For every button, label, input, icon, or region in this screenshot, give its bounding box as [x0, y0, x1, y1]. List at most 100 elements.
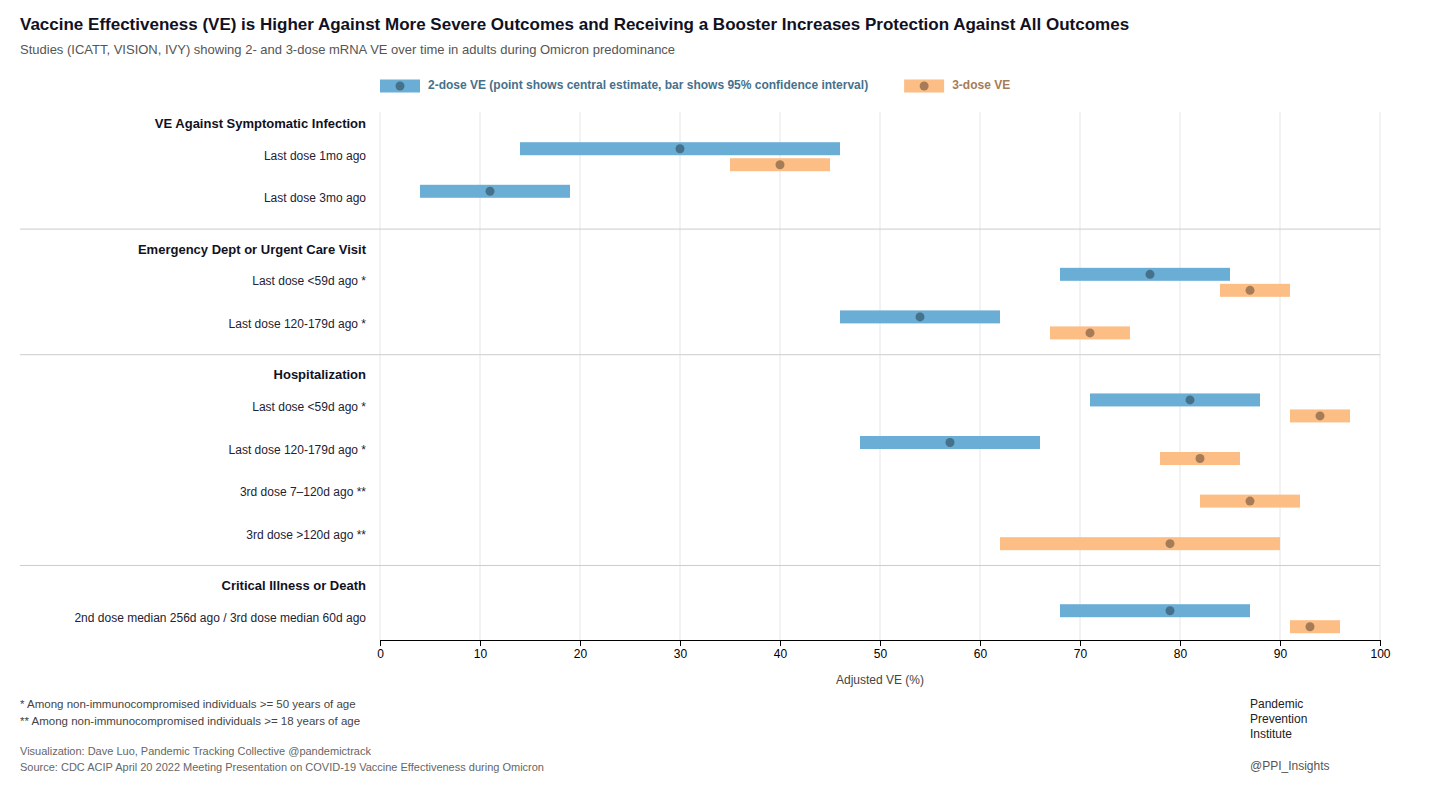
- grid-line: [980, 112, 981, 640]
- row-label: Last dose 3mo ago: [264, 191, 366, 205]
- grid-line: [680, 112, 681, 640]
- x-tick-mark: [980, 640, 981, 646]
- row-label: Last dose 120-179d ago *: [229, 443, 367, 457]
- row-label: Last dose <59d ago *: [252, 274, 366, 288]
- x-tick-mark: [780, 640, 781, 646]
- grid-line: [880, 112, 881, 640]
- x-tick-mark: [1280, 640, 1281, 646]
- interval-bar: [730, 158, 830, 171]
- row-label: Last dose <59d ago *: [252, 400, 366, 414]
- legend-item: 3-dose VE: [904, 78, 1010, 92]
- legend: 2-dose VE (point shows central estimate,…: [380, 78, 1010, 92]
- central-estimate: [1166, 539, 1175, 548]
- section-divider: [20, 565, 1380, 566]
- x-tick-label: 30: [674, 647, 688, 661]
- interval-bar: [1060, 268, 1230, 281]
- source: Visualization: Dave Luo, Pandemic Tracki…: [20, 745, 371, 757]
- x-tick-mark: [880, 640, 881, 646]
- interval-bar: [420, 185, 570, 198]
- x-tick-label: 10: [474, 647, 488, 661]
- x-tick-mark: [680, 640, 681, 646]
- central-estimate: [676, 144, 685, 153]
- grid-line: [1380, 112, 1381, 640]
- interval-bar: [1160, 452, 1240, 465]
- interval-bar: [860, 436, 1040, 449]
- x-tick-label: 60: [974, 647, 988, 661]
- central-estimate: [1146, 270, 1155, 279]
- x-tick-label: 70: [1074, 647, 1088, 661]
- labels: VE Against Symptomatic Infection Emergenc…: [74, 116, 366, 625]
- chart: Vaccine Effectiveness (VE) is Higher Aga…: [0, 0, 1440, 793]
- x-tick: 50: [874, 640, 888, 661]
- title: Vaccine Effectiveness (VE) is Higher Aga…: [20, 15, 1129, 34]
- grid-line: [1180, 112, 1181, 640]
- x-tick-label: 40: [774, 647, 788, 661]
- section-divider: [20, 229, 1380, 230]
- section-title: VE Against Symptomatic Infection: [155, 116, 366, 131]
- x-tick: 90: [1274, 640, 1288, 661]
- row-label: Last dose 1mo ago: [264, 149, 366, 163]
- interval-bar: [840, 310, 1000, 323]
- x-tick: 80: [1174, 640, 1188, 661]
- central-estimate: [1306, 622, 1315, 631]
- x-tick-label: 50: [874, 647, 888, 661]
- credit: Pandemic: [1250, 697, 1303, 711]
- marks: [420, 142, 1350, 633]
- row-label: 3rd dose 7–120d ago **: [240, 485, 366, 499]
- credit: Institute: [1250, 727, 1292, 741]
- legend-swatch-dot: [920, 82, 929, 91]
- central-estimate: [776, 160, 785, 169]
- x-tick-mark: [1380, 640, 1381, 646]
- x-tick-mark: [580, 640, 581, 646]
- interval-bar: [1200, 495, 1300, 508]
- section-title: Critical Illness or Death: [222, 578, 367, 593]
- footnote: ** Among non-immunocompromised individua…: [20, 715, 360, 727]
- x-tick-mark: [380, 640, 381, 646]
- row-label: 2nd dose median 256d ago / 3rd dose medi…: [74, 611, 366, 625]
- interval-bar: [1060, 604, 1250, 617]
- x-tick-label: 100: [1370, 647, 1390, 661]
- source: Source: CDC ACIP April 20 2022 Meeting P…: [20, 761, 544, 773]
- grid-line: [580, 112, 581, 640]
- central-estimate: [1246, 286, 1255, 295]
- interval-bar: [520, 142, 840, 155]
- footnote: * Among non-immunocompromised individual…: [20, 698, 356, 710]
- interval-bar: [1050, 326, 1130, 339]
- interval-bar: [1090, 393, 1260, 406]
- central-estimate: [1186, 395, 1195, 404]
- grid-line: [1080, 112, 1081, 640]
- legend-label: 3-dose VE: [952, 78, 1010, 92]
- series: [730, 158, 1350, 633]
- subtitle: Studies (ICATT, VISION, IVY) showing 2- …: [20, 42, 675, 57]
- x-axis: 0 10 20 30 40 50 60 70 80 90 100: [377, 640, 1391, 661]
- grid-line: [380, 112, 381, 640]
- x-axis-title: Adjusted VE (%): [836, 673, 924, 687]
- x-tick-mark: [480, 640, 481, 646]
- x-tick: 10: [474, 640, 488, 661]
- grid-line: [780, 112, 781, 640]
- x-tick-label: 0: [377, 647, 384, 661]
- x-tick-mark: [1080, 640, 1081, 646]
- x-tick: 60: [974, 640, 988, 661]
- x-tick: 20: [574, 640, 588, 661]
- interval-bar: [1290, 409, 1350, 422]
- legend-swatch: [380, 80, 420, 93]
- x-tick-label: 20: [574, 647, 588, 661]
- section-divider: [20, 354, 1380, 355]
- central-estimate: [946, 438, 955, 447]
- dividers: [20, 229, 1380, 565]
- section-title: Emergency Dept or Urgent Care Visit: [138, 242, 367, 257]
- central-estimate: [1086, 328, 1095, 337]
- central-estimate: [1166, 606, 1175, 615]
- x-tick: 0: [377, 640, 384, 661]
- grid-line: [1280, 112, 1281, 640]
- x-tick: 40: [774, 640, 788, 661]
- row-label: Last dose 120-179d ago *: [229, 317, 367, 331]
- interval-bar: [1290, 620, 1340, 633]
- legend-label: 2-dose VE (point shows central estimate,…: [428, 78, 868, 92]
- credit: Prevention: [1250, 712, 1307, 726]
- central-estimate: [1246, 497, 1255, 506]
- x-tick: 30: [674, 640, 688, 661]
- central-estimate: [916, 312, 925, 321]
- x-tick-label: 90: [1274, 647, 1288, 661]
